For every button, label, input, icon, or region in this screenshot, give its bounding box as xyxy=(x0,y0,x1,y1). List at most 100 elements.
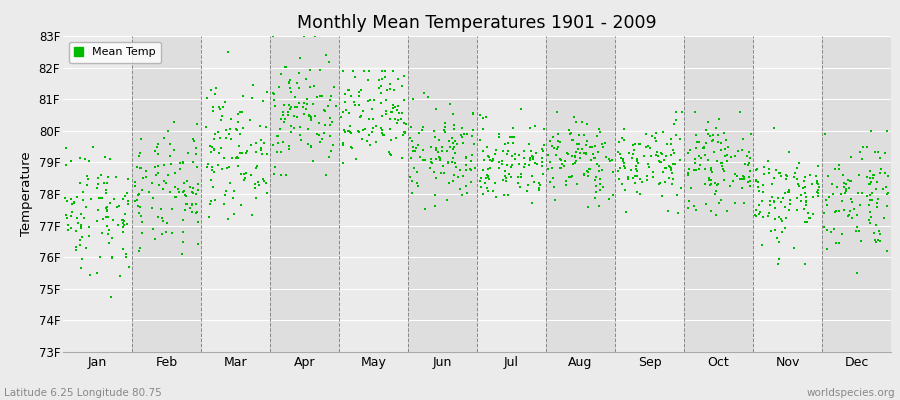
Point xyxy=(336,109,350,115)
Point xyxy=(372,85,386,92)
Point xyxy=(872,228,886,234)
Point xyxy=(440,148,454,154)
Point xyxy=(177,180,192,186)
Point xyxy=(698,181,712,187)
Point xyxy=(70,220,85,226)
Point xyxy=(476,191,491,198)
Point xyxy=(227,188,241,194)
Point xyxy=(840,186,854,193)
Point xyxy=(522,162,536,168)
Point xyxy=(789,195,804,201)
Point xyxy=(834,231,849,238)
Point xyxy=(862,174,877,181)
Point xyxy=(266,91,281,97)
Point xyxy=(427,169,441,176)
Point xyxy=(728,170,742,177)
Point xyxy=(214,113,229,120)
Point xyxy=(476,126,491,132)
Point xyxy=(541,152,555,158)
Point xyxy=(645,169,660,176)
Point xyxy=(778,204,792,210)
Point xyxy=(659,153,673,160)
Point xyxy=(200,163,214,170)
Point xyxy=(283,85,297,92)
Point xyxy=(387,104,401,110)
Point xyxy=(778,225,792,232)
Point xyxy=(145,180,159,186)
Point xyxy=(669,117,683,123)
Point xyxy=(588,176,602,183)
Point xyxy=(100,208,114,214)
Point xyxy=(612,139,626,145)
Point xyxy=(772,170,787,176)
Point xyxy=(592,168,607,174)
Point xyxy=(145,204,159,211)
Point xyxy=(723,183,737,190)
Point xyxy=(500,140,515,146)
Point xyxy=(467,140,482,147)
Point xyxy=(234,170,248,177)
Point xyxy=(118,210,132,217)
Point xyxy=(360,137,374,144)
Point xyxy=(387,87,401,93)
Point xyxy=(871,148,886,155)
Point xyxy=(688,207,703,213)
Point xyxy=(765,181,779,188)
Point xyxy=(562,131,577,137)
Point xyxy=(582,144,597,150)
Point xyxy=(666,176,680,182)
Point xyxy=(432,137,446,143)
Point xyxy=(321,59,336,66)
Point xyxy=(573,154,588,161)
Point xyxy=(655,168,670,175)
Point xyxy=(229,126,243,132)
Point xyxy=(841,177,855,183)
Point xyxy=(630,189,644,195)
Point xyxy=(206,104,220,110)
Point xyxy=(580,168,594,175)
Point xyxy=(93,254,107,260)
Point xyxy=(602,156,616,162)
Point xyxy=(762,202,777,208)
Point xyxy=(266,142,280,148)
Point xyxy=(82,233,96,240)
Point xyxy=(79,204,94,210)
Point xyxy=(72,155,86,161)
Point xyxy=(378,97,392,103)
Point xyxy=(740,153,754,159)
Point xyxy=(454,134,469,140)
Point xyxy=(720,158,734,164)
Point xyxy=(376,132,391,138)
Point xyxy=(818,196,832,203)
Point xyxy=(189,144,203,151)
Point xyxy=(303,144,318,150)
Point xyxy=(212,106,227,112)
Point xyxy=(733,109,747,115)
Point xyxy=(629,166,643,172)
Point xyxy=(383,151,398,158)
Point xyxy=(276,111,291,118)
Point xyxy=(558,182,572,188)
Point xyxy=(852,202,867,208)
Point xyxy=(775,229,789,235)
Point xyxy=(474,175,489,181)
Point xyxy=(176,251,190,257)
Point xyxy=(448,164,463,170)
Point xyxy=(633,191,647,198)
Point xyxy=(321,103,336,110)
Point xyxy=(717,168,732,174)
Point xyxy=(844,196,859,202)
Point xyxy=(403,155,418,162)
Point xyxy=(483,157,498,163)
Point xyxy=(614,155,628,162)
Point xyxy=(736,174,751,181)
Point xyxy=(500,150,514,157)
Point xyxy=(581,172,596,179)
Point xyxy=(489,147,503,153)
Point xyxy=(771,260,786,267)
Point xyxy=(86,144,100,150)
Point xyxy=(391,76,405,82)
Point xyxy=(353,114,367,120)
Point xyxy=(149,144,164,150)
Point xyxy=(592,126,607,132)
